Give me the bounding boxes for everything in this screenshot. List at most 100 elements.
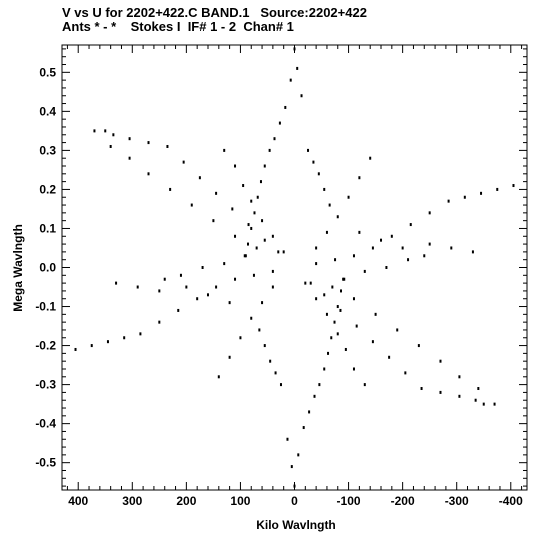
- uv-point: [358, 230, 361, 234]
- uv-point: [261, 219, 264, 223]
- uv-point: [158, 289, 161, 293]
- x-tick-label: -100: [337, 494, 361, 508]
- uv-point: [196, 297, 199, 301]
- x-tick-label: 100: [230, 494, 250, 508]
- y-tick-label: 0.1: [39, 221, 56, 235]
- uv-point: [407, 258, 410, 262]
- uv-point: [286, 437, 289, 441]
- x-tick-label: 0: [291, 494, 298, 508]
- y-tick-label: -0.2: [35, 339, 56, 353]
- uv-point: [273, 137, 276, 141]
- y-tick-label: 0.2: [39, 182, 56, 196]
- uv-point: [439, 359, 442, 363]
- uv-point: [243, 254, 246, 258]
- uv-point: [309, 281, 312, 285]
- uv-point: [198, 176, 201, 180]
- chart-title: V vs U for 2202+422.C BAND.1 Source:2202…: [62, 5, 367, 20]
- uv-point: [417, 344, 420, 348]
- y-tick-label: -0.4: [35, 417, 56, 431]
- uv-point: [296, 66, 299, 70]
- x-axis-label: Kilo Wavlngth: [256, 518, 336, 532]
- uv-point: [263, 164, 266, 168]
- uv-point: [315, 246, 318, 250]
- uv-point: [420, 387, 423, 391]
- uv-point: [404, 371, 407, 375]
- uv-point: [278, 121, 281, 125]
- uv-point: [336, 332, 339, 336]
- uv-point: [163, 277, 166, 281]
- uv-point: [363, 269, 366, 273]
- uv-point: [458, 375, 461, 379]
- x-tick-label: -300: [445, 494, 469, 508]
- uv-point: [340, 289, 342, 293]
- uv-point: [496, 187, 499, 191]
- uv-point: [428, 211, 431, 215]
- x-tick-label: -200: [391, 494, 415, 508]
- uv-point: [177, 308, 180, 312]
- uv-point: [290, 465, 293, 469]
- uv-point: [139, 332, 142, 336]
- y-tick-label: -0.5: [35, 456, 56, 470]
- uv-point: [323, 293, 326, 297]
- uv-point: [388, 355, 391, 359]
- uv-point: [374, 312, 377, 316]
- y-axis-label: Mega Wavlngth: [11, 224, 25, 312]
- x-tick-label: 300: [122, 494, 142, 508]
- uv-point: [223, 262, 226, 266]
- uv-point: [355, 324, 358, 328]
- uv-point: [158, 320, 161, 324]
- uv-point: [493, 402, 496, 406]
- uv-point: [234, 164, 237, 168]
- uv-point: [317, 172, 320, 176]
- y-tick-label: -0.3: [35, 378, 56, 392]
- uv-point: [293, 47, 296, 51]
- uv-point: [247, 242, 249, 246]
- uv-point: [330, 336, 333, 340]
- uv-point: [284, 105, 287, 109]
- uv-point: [323, 367, 326, 371]
- uv-point: [253, 211, 256, 215]
- uv-point: [182, 160, 185, 164]
- uv-point: [482, 402, 485, 406]
- uv-point: [293, 484, 296, 488]
- uv-point: [269, 359, 272, 363]
- uv-point: [308, 410, 311, 414]
- uv-point: [463, 195, 466, 199]
- x-tick-label: 200: [176, 494, 196, 508]
- chart-subtitle: Ants * - * Stokes I IF# 1 - 2 Chan# 1: [62, 19, 294, 34]
- uv-point: [128, 137, 131, 141]
- uv-point: [215, 285, 218, 289]
- uv-point: [371, 340, 374, 344]
- uv-point: [342, 277, 345, 281]
- y-tick-label: 0.0: [39, 261, 56, 275]
- uv-point: [312, 160, 315, 164]
- uv-point: [385, 266, 388, 269]
- uv-point: [289, 78, 292, 82]
- uv-point: [327, 351, 330, 355]
- uv-point: [477, 387, 480, 391]
- uv-point: [297, 453, 300, 457]
- uv-point: [104, 129, 107, 133]
- uv-point: [352, 367, 355, 371]
- uv-point: [234, 234, 237, 238]
- uv-point: [390, 234, 393, 238]
- uv-point: [409, 223, 412, 227]
- uv-point: [247, 223, 250, 227]
- uv-point: [343, 277, 346, 281]
- uv-point: [190, 203, 193, 207]
- uv-point: [106, 340, 109, 344]
- uv-point: [339, 308, 342, 312]
- uv-point: [352, 254, 355, 258]
- uv-point: [215, 191, 218, 195]
- uv-point: [313, 394, 316, 398]
- y-tick-label: 0.3: [39, 143, 56, 157]
- uv-point: [115, 281, 118, 285]
- uv-point: [223, 148, 226, 152]
- uv-point: [325, 230, 328, 234]
- uv-point: [228, 301, 231, 305]
- uv-point: [136, 285, 139, 289]
- uv-point: [323, 187, 326, 191]
- axis-ticks: [62, 45, 527, 490]
- uv-point: [93, 129, 96, 133]
